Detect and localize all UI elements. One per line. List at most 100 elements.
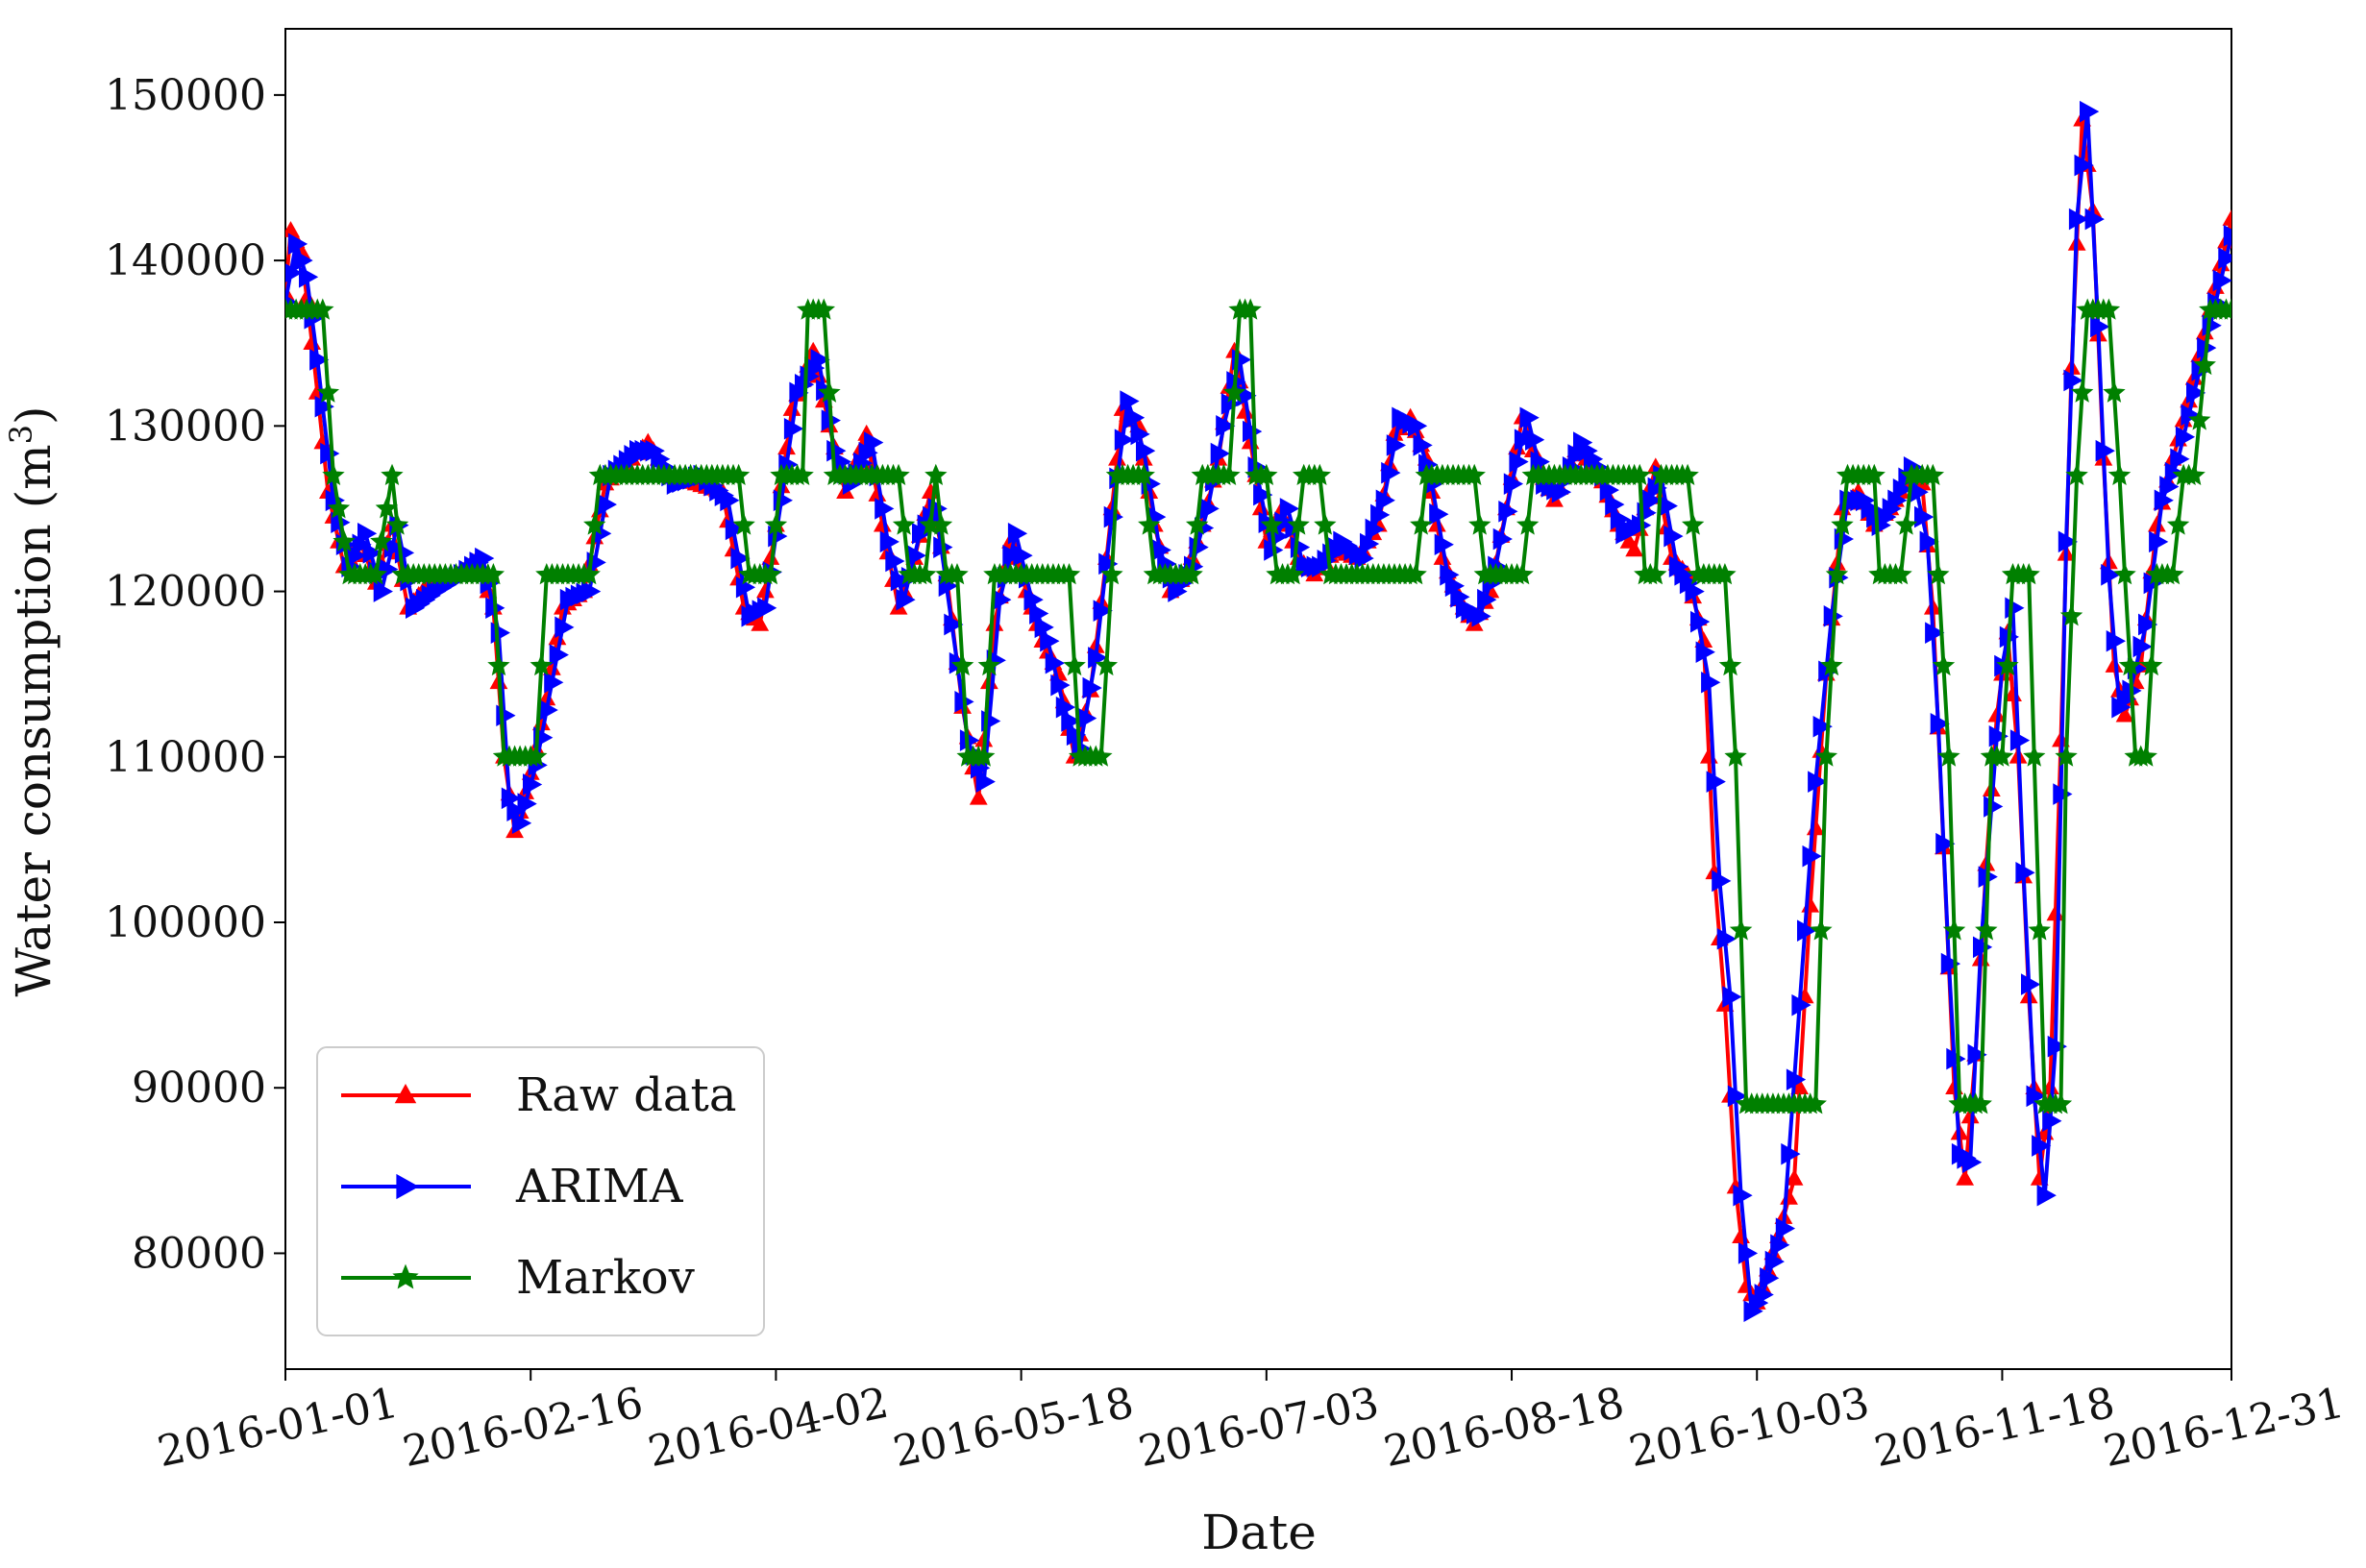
data-point — [973, 745, 996, 767]
data-point — [875, 498, 895, 520]
data-point — [929, 513, 953, 535]
data-point — [759, 562, 782, 585]
y-tick-label: 130000 — [105, 402, 266, 451]
data-point — [2063, 369, 2083, 392]
data-point — [2090, 315, 2110, 338]
data-point — [320, 442, 340, 465]
data-point — [1625, 540, 1644, 557]
data-point — [2132, 635, 2153, 658]
data-point — [1718, 653, 1742, 676]
data-point — [791, 463, 814, 485]
data-point — [1889, 562, 1912, 585]
data-point — [2222, 209, 2231, 226]
data-point — [2097, 298, 2121, 320]
data-point — [732, 513, 755, 535]
data-point — [810, 349, 830, 371]
data-point — [1413, 434, 1433, 456]
data-point — [1503, 473, 1524, 495]
data-point — [1701, 671, 1721, 694]
data-point — [285, 263, 303, 282]
data-point — [1775, 1217, 1796, 1239]
data-point — [1785, 1168, 1804, 1186]
y-axis: 80000 90000 100000 110000 120000 130000 140000… — [105, 71, 285, 1278]
data-point — [357, 522, 378, 545]
y-tick-label: 140000 — [105, 236, 266, 285]
y-axis-label-superscript: 3 — [3, 425, 39, 444]
data-point — [757, 597, 777, 620]
data-point — [727, 463, 751, 485]
data-point — [1969, 1092, 1992, 1115]
data-point — [2182, 463, 2206, 485]
data-point — [2181, 404, 2201, 427]
data-point — [1434, 533, 1454, 556]
data-point — [1090, 745, 1113, 767]
data-point — [1013, 544, 1033, 567]
data-point — [725, 518, 746, 541]
x-tick-label: 2016-08-18 — [1380, 1379, 1629, 1478]
data-point — [1255, 463, 1278, 485]
data-point — [379, 558, 399, 580]
data-point — [530, 653, 554, 676]
data-point — [549, 644, 569, 666]
data-point — [1814, 745, 1838, 767]
data-point — [1676, 463, 1699, 485]
data-point — [2218, 247, 2231, 269]
data-point — [2140, 653, 2163, 676]
data-point — [1713, 563, 1737, 585]
data-point — [879, 530, 900, 553]
data-point — [2188, 408, 2211, 430]
y-tick-label: 120000 — [105, 568, 266, 617]
data-point — [1404, 562, 1427, 585]
data-point — [555, 616, 575, 639]
data-point — [764, 513, 788, 535]
data-point — [1695, 641, 1715, 664]
data-point — [2065, 463, 2088, 485]
data-point — [924, 463, 948, 485]
data-point — [730, 547, 751, 570]
data-point — [1919, 530, 1939, 553]
data-point — [887, 463, 910, 485]
data-point — [578, 562, 601, 585]
data-point — [1956, 1168, 1975, 1186]
data-point — [1610, 507, 1631, 530]
data-point — [2084, 208, 2105, 231]
legend-label: ARIMA — [515, 1160, 684, 1213]
data-point — [1599, 478, 1619, 502]
data-point — [1218, 463, 1241, 485]
data-point — [818, 380, 841, 403]
data-point — [1644, 562, 1667, 585]
data-point — [1937, 745, 1960, 767]
data-point — [2080, 100, 2100, 123]
data-point — [370, 529, 393, 551]
legend-label: Markov — [516, 1251, 695, 1305]
data-point — [287, 233, 308, 256]
y-axis-label-close: ) — [6, 406, 62, 426]
data-point — [1781, 1142, 1801, 1165]
data-point — [2036, 1184, 2057, 1207]
data-point — [299, 266, 319, 288]
data-point — [1797, 919, 1817, 942]
data-point — [1180, 563, 1203, 585]
data-point — [1354, 547, 1374, 570]
legend-label: Raw data — [516, 1068, 736, 1122]
data-point — [1825, 563, 1849, 585]
data-point — [1287, 513, 1310, 535]
data-point — [2186, 381, 2206, 404]
data-point — [327, 497, 351, 519]
data-point — [2103, 380, 2126, 403]
data-point — [511, 812, 532, 834]
data-point — [1243, 420, 1263, 443]
data-point — [1733, 1184, 1753, 1207]
y-tick-label: 90000 — [132, 1064, 266, 1113]
data-point — [2015, 862, 2035, 884]
data-point — [1308, 463, 1332, 485]
data-point — [1722, 986, 1742, 1008]
data-point — [1754, 1284, 1774, 1306]
data-point — [293, 249, 313, 272]
data-point — [1770, 1234, 1790, 1257]
legend-box — [316, 1046, 765, 1336]
data-point — [1314, 513, 1337, 535]
data-point — [322, 463, 345, 485]
data-point — [1370, 503, 1391, 527]
